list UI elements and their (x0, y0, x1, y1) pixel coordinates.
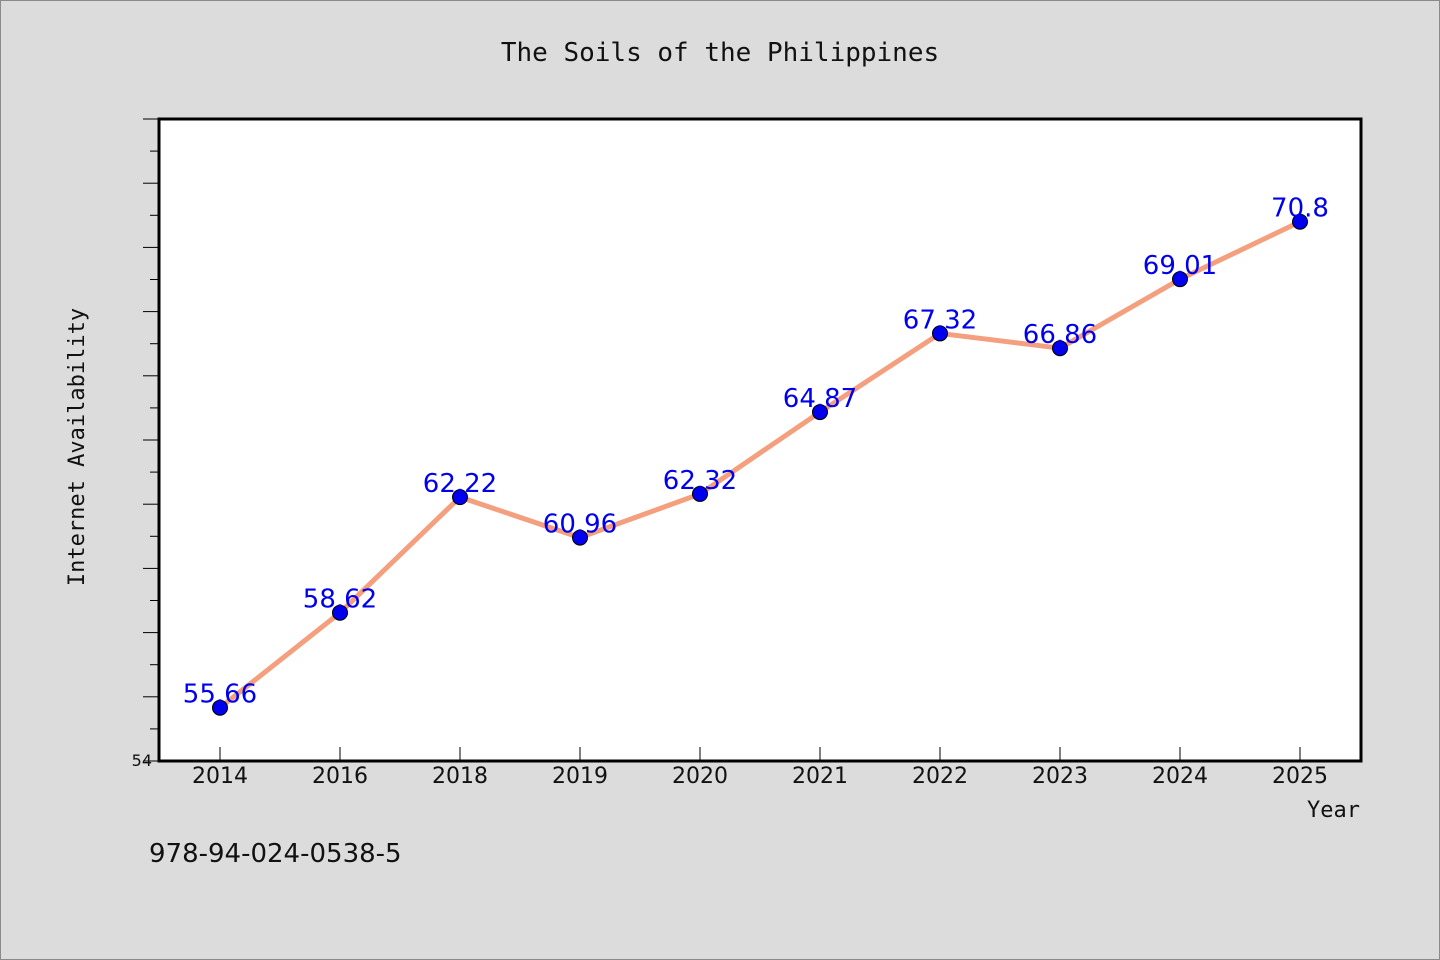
x-axis-ticks: 2014 2016 2018 2019 2020 2021 2022 2023 2024 2025 (192, 747, 1328, 789)
x-tick-label: 2022 (912, 764, 968, 789)
isbn-footer: 978-94-024-0538-5 (149, 839, 402, 869)
data-label: 70.8 (1271, 194, 1329, 224)
data-label: 60.96 (543, 510, 617, 540)
x-tick-label: 2014 (192, 764, 248, 789)
data-point (1292, 213, 1308, 230)
data-label: 69.01 (1143, 251, 1217, 281)
data-point (692, 485, 708, 502)
data-point (1052, 340, 1068, 357)
x-tick-label: 2020 (672, 764, 728, 789)
x-tick-label: 2025 (1272, 764, 1328, 789)
data-label: 64.87 (783, 384, 857, 414)
data-labels: 55.66 58.62 62.22 60.96 62.32 64.87 67.32 66.86… (183, 194, 1329, 710)
data-label: 55.66 (183, 680, 257, 710)
y-tick-label: 54 (132, 751, 152, 770)
data-point (332, 604, 348, 621)
data-point (212, 699, 228, 716)
x-tick-label: 2021 (792, 764, 848, 789)
x-tick-label: 2024 (1152, 764, 1208, 789)
y-axis-ticks: 54 (132, 118, 159, 770)
y-axis-label: Internet Availability (65, 308, 90, 586)
series-line (217, 219, 1303, 711)
data-point (572, 529, 588, 546)
x-tick-label: 2016 (312, 764, 368, 789)
x-tick-label: 2019 (552, 764, 608, 789)
data-point (452, 489, 468, 506)
data-label: 62.32 (663, 466, 737, 496)
data-point (932, 325, 948, 342)
chart-title: The Soils of the Philippines (501, 38, 939, 68)
x-tick-label: 2018 (432, 764, 488, 789)
x-tick-label: 2023 (1032, 764, 1088, 789)
series-layer (212, 213, 1308, 716)
data-label: 58.62 (303, 585, 377, 615)
data-label: 67.32 (903, 305, 977, 335)
data-label: 66.86 (1023, 320, 1097, 350)
plot-area (157, 117, 1363, 763)
x-axis-label: Year (1307, 798, 1360, 823)
data-point (1172, 271, 1188, 288)
data-label: 62.22 (423, 469, 497, 499)
data-point (812, 404, 828, 421)
